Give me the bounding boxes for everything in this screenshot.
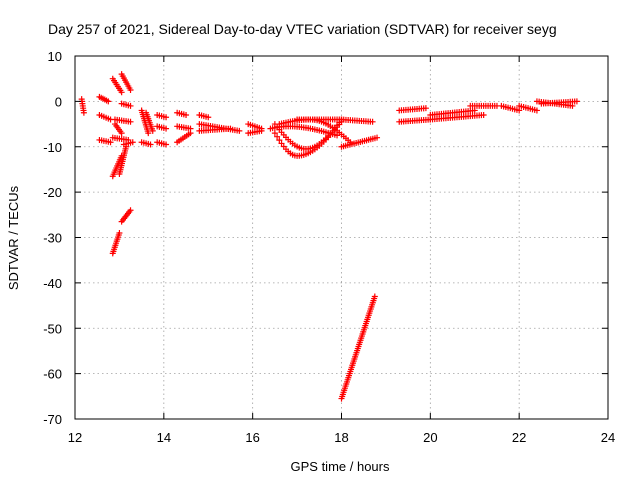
data-point (338, 116, 345, 123)
data-point (271, 130, 278, 137)
data-point (374, 134, 381, 141)
data-point (127, 207, 134, 214)
data-point (149, 127, 156, 134)
data-point (371, 293, 378, 300)
data-point (163, 114, 170, 121)
data-point (258, 127, 265, 134)
x-tick-label: 22 (512, 430, 526, 445)
data-point (369, 118, 376, 125)
x-tick-label: 14 (157, 430, 171, 445)
data-point (118, 89, 125, 96)
y-tick-label: 10 (48, 49, 62, 64)
data-point (183, 111, 190, 118)
data-point (145, 130, 152, 137)
data-point (118, 130, 125, 137)
data-points (78, 71, 580, 402)
data-point (480, 111, 487, 118)
data-point (227, 125, 234, 132)
data-point (205, 114, 212, 121)
data-point (422, 105, 429, 112)
y-tick-label: -20 (43, 185, 62, 200)
x-tick-label: 20 (423, 430, 437, 445)
data-point (276, 137, 283, 144)
y-tick-label: -10 (43, 140, 62, 155)
data-point (80, 109, 87, 116)
data-point (236, 127, 243, 134)
y-tick-label: -40 (43, 276, 62, 291)
axis-ticks: 12 14 16 18 20 22 24 10 0 -10 -20 -30 -40 -50 -60 -70 (43, 49, 615, 445)
data-point (334, 132, 341, 139)
x-tick-label: 18 (334, 430, 348, 445)
chart-title: Day 257 of 2021, Sidereal Day-to-day VTE… (48, 21, 557, 37)
y-tick-label: -70 (43, 412, 62, 427)
x-axis-label: GPS time / hours (291, 459, 390, 474)
y-tick-label: -30 (43, 231, 62, 246)
y-tick-label: -60 (43, 367, 62, 382)
x-tick-label: 16 (245, 430, 259, 445)
data-point (147, 141, 154, 148)
x-tick-label: 12 (68, 430, 82, 445)
y-axis-label: SDTVAR / TECUs (6, 185, 21, 290)
data-point (127, 87, 134, 94)
data-point (107, 139, 114, 146)
data-point (116, 229, 123, 236)
data-point (347, 139, 354, 146)
x-tick-label: 24 (601, 430, 615, 445)
data-point (129, 139, 136, 146)
y-tick-label: -50 (43, 321, 62, 336)
data-point (163, 141, 170, 148)
data-point (163, 125, 170, 132)
data-point (533, 107, 540, 114)
data-point (274, 133, 281, 140)
y-tick-label: 0 (55, 94, 62, 109)
data-point (127, 102, 134, 109)
data-point (278, 140, 285, 147)
data-point (105, 98, 112, 105)
data-point (187, 125, 194, 132)
data-point (127, 118, 134, 125)
data-point (573, 98, 580, 105)
